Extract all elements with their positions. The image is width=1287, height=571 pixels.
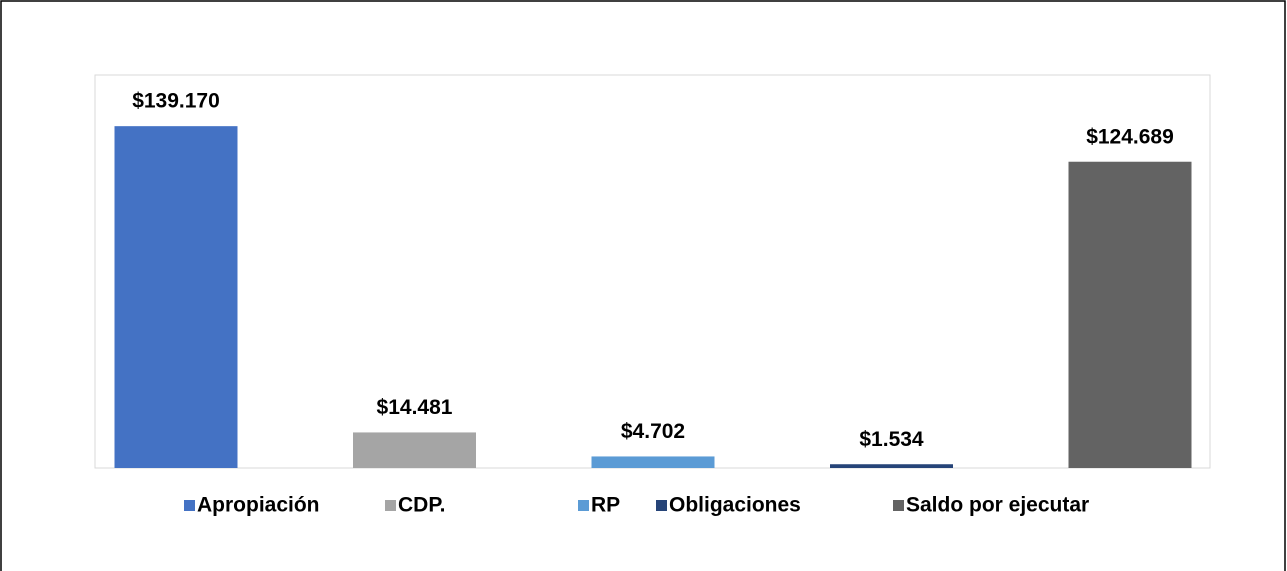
legend-label: CDP.: [398, 494, 445, 517]
legend-label: Apropiación: [197, 494, 320, 517]
data-label: $1.534: [859, 428, 924, 451]
bar: [1068, 161, 1192, 468]
legend-swatch: [385, 500, 396, 511]
bar: [591, 456, 715, 468]
data-label: $14.481: [377, 396, 453, 419]
bar: [114, 126, 238, 468]
data-label: $4.702: [621, 420, 685, 443]
legend-label: Saldo por ejecutar: [906, 494, 1089, 517]
data-label: $124.689: [1086, 125, 1174, 148]
legend-swatch: [578, 500, 589, 511]
legend-label: RP: [591, 494, 620, 517]
legend-label: Obligaciones: [669, 494, 801, 517]
legend-swatch: [656, 500, 667, 511]
legend-swatch: [184, 500, 195, 511]
data-label: $139.170: [132, 90, 220, 113]
bar: [353, 432, 476, 468]
legend-swatch: [893, 500, 904, 511]
bar: [830, 464, 953, 468]
